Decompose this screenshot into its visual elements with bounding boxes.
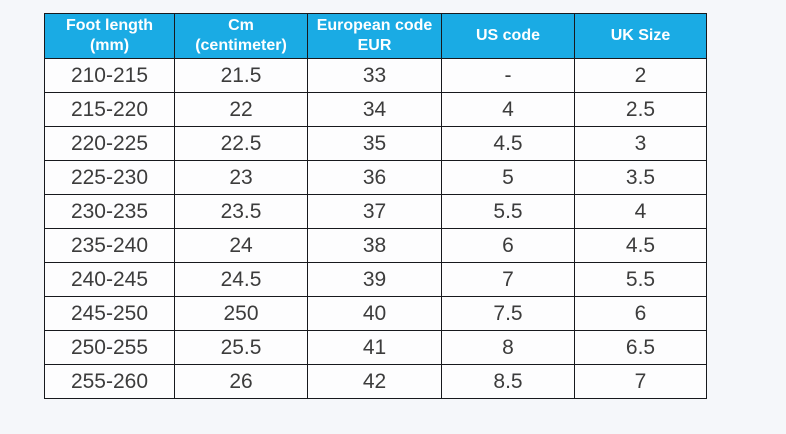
table-cell: 235-240 xyxy=(44,228,175,263)
table-cell: 37 xyxy=(307,194,442,229)
header-row: Foot length (mm) Cm (centimeter) Europea… xyxy=(44,13,707,59)
table-cell: 245-250 xyxy=(44,296,175,331)
table-cell: 5.5 xyxy=(574,262,707,297)
table-cell: 5.5 xyxy=(441,194,575,229)
table-cell: 4 xyxy=(574,194,707,229)
table-cell: 33 xyxy=(307,58,442,93)
table-cell: 250 xyxy=(174,296,308,331)
table-cell: 2.5 xyxy=(574,92,707,127)
col-header-cm-centimeter: Cm (centimeter) xyxy=(174,13,308,59)
table-cell: 26 xyxy=(174,364,308,399)
table-cell: 8.5 xyxy=(441,364,575,399)
table-cell: 6.5 xyxy=(574,330,707,365)
table-cell: 240-245 xyxy=(44,262,175,297)
table-row: 240-245 24.5 39 7 5.5 xyxy=(44,262,707,297)
table-cell: 23.5 xyxy=(174,194,308,229)
table-cell: 220-225 xyxy=(44,126,175,161)
table-cell: 6 xyxy=(441,228,575,263)
table-cell: 210-215 xyxy=(44,58,175,93)
table-cell: 225-230 xyxy=(44,160,175,195)
table-cell: 7.5 xyxy=(441,296,575,331)
table-cell: 250-255 xyxy=(44,330,175,365)
table-cell: 39 xyxy=(307,262,442,297)
table-row: 250-255 25.5 41 8 6.5 xyxy=(44,330,707,365)
col-header-us-code: US code xyxy=(441,13,575,59)
table-cell: 8 xyxy=(441,330,575,365)
table-row: 235-240 24 38 6 4.5 xyxy=(44,228,707,263)
table-body: 210-215 21.5 33-2 215-220 22 34 4 2.5 220-225 22.… xyxy=(44,58,707,399)
table-cell: 215-220 xyxy=(44,92,175,127)
table-cell: - xyxy=(441,58,575,93)
table-cell: 7 xyxy=(441,262,575,297)
table-cell: 24 xyxy=(174,228,308,263)
table-cell: 22.5 xyxy=(174,126,308,161)
table-row: 210-215 21.5 33-2 xyxy=(44,58,707,93)
table-cell: 41 xyxy=(307,330,442,365)
table-cell: 3 xyxy=(574,126,707,161)
table-cell: 35 xyxy=(307,126,442,161)
table-cell: 22 xyxy=(174,92,308,127)
table-cell: 3.5 xyxy=(574,160,707,195)
table-cell: 38 xyxy=(307,228,442,263)
table-cell: 5 xyxy=(441,160,575,195)
table-cell: 4.5 xyxy=(574,228,707,263)
table-cell: 25.5 xyxy=(174,330,308,365)
table-cell: 24.5 xyxy=(174,262,308,297)
col-header-foot-length-mm: Foot length (mm) xyxy=(44,13,175,59)
table-row: 215-220 22 34 4 2.5 xyxy=(44,92,707,127)
table-cell: 23 xyxy=(174,160,308,195)
table-cell: 7 xyxy=(574,364,707,399)
table-row: 245-250 250 40 7.5 6 xyxy=(44,296,707,331)
table-row: 255-260 26 42 8.5 7 xyxy=(44,364,707,399)
table-cell: 21.5 xyxy=(174,58,308,93)
table-cell: 36 xyxy=(307,160,442,195)
table-cell: 2 xyxy=(574,58,707,93)
table-cell: 255-260 xyxy=(44,364,175,399)
table-row: 220-225 22.5 35 4.5 3 xyxy=(44,126,707,161)
table-cell: 42 xyxy=(307,364,442,399)
shoe-size-conversion-table: Foot length (mm) Cm (centimeter) Europea… xyxy=(44,13,707,399)
table-cell: 34 xyxy=(307,92,442,127)
table-cell: 4 xyxy=(441,92,575,127)
table-cell: 40 xyxy=(307,296,442,331)
table-row: 230-235 23.5 37 5.5 4 xyxy=(44,194,707,229)
table-header: Foot length (mm) Cm (centimeter) Europea… xyxy=(44,13,707,59)
col-header-uk-size: UK Size xyxy=(574,13,707,59)
table-cell: 4.5 xyxy=(441,126,575,161)
col-header-european-code-eur: European code EUR xyxy=(307,13,442,59)
table-cell: 6 xyxy=(574,296,707,331)
table-cell: 230-235 xyxy=(44,194,175,229)
table-row: 225-230 23 36 5 3.5 xyxy=(44,160,707,195)
